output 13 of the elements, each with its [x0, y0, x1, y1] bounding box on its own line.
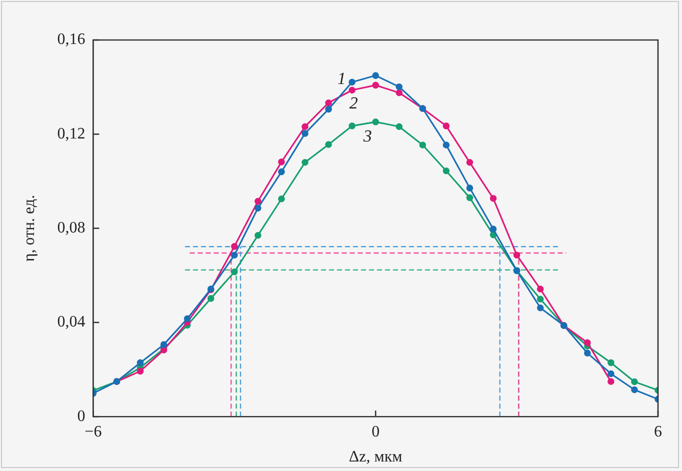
y-tick-label: 0,16	[57, 31, 86, 48]
annotation: 2	[349, 94, 358, 113]
annotation: 3	[362, 126, 372, 146]
x-tick-label: 6	[654, 423, 662, 440]
y-tick-label: 0,12	[57, 125, 86, 142]
y-tick-label: 0,08	[57, 220, 86, 237]
x-axis-title: Δz, мкм	[348, 448, 402, 466]
y-axis-title: η, отн. ед.	[20, 194, 38, 262]
y-tick-label: 0	[77, 408, 86, 425]
y-tick-label: 0,04	[57, 314, 86, 331]
x-tick-label: −6	[84, 423, 102, 440]
x-tick-label: 0	[372, 423, 380, 440]
annotation: 1	[337, 69, 346, 88]
